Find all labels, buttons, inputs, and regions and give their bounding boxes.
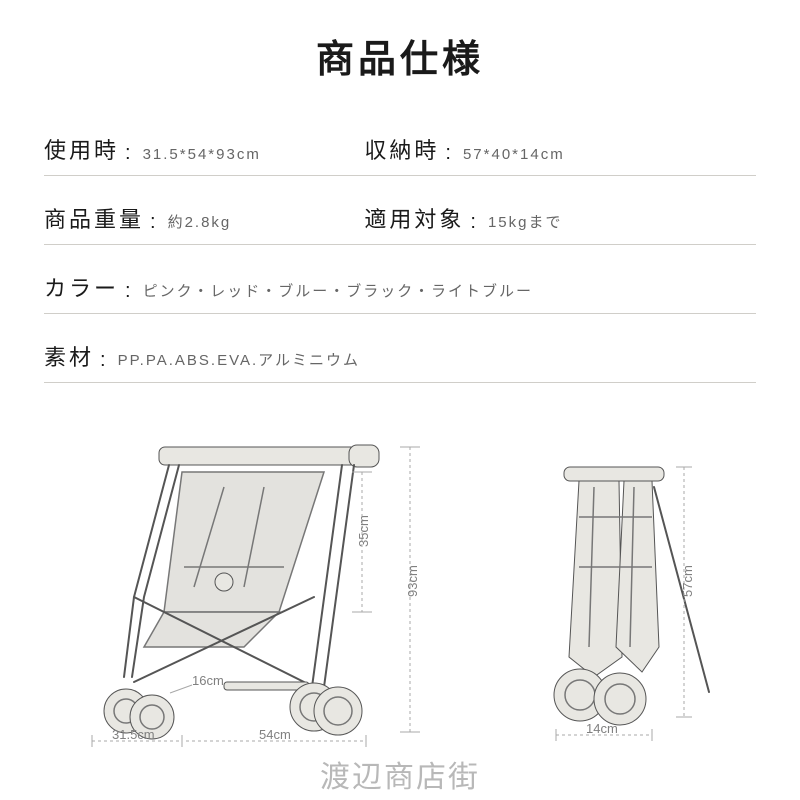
spec-row: 素材 : PP.PA.ABS.EVA.アルミニウム: [44, 340, 756, 383]
spec-table: 使用時 : 31.5*54*93cm 収納時 : 57*40*14cm 商品重量…: [44, 133, 756, 383]
stroller-folded-diagram: 57cm 14cm: [524, 447, 764, 747]
spec-cell-use: 使用時 : 31.5*54*93cm: [44, 133, 364, 165]
spec-cell-color: カラー : ピンク・レッド・ブルー・ブラック・ライトブルー: [44, 271, 756, 303]
spec-val: 約2.8kg: [168, 211, 232, 234]
dim-total-h: 93cm: [405, 565, 420, 597]
spec-cell-fold: 収納時 : 57*40*14cm: [364, 133, 756, 165]
dim-wheel: 16cm: [192, 673, 224, 688]
spec-key: カラー: [44, 271, 119, 303]
dim-seat-h: 35cm: [356, 515, 371, 547]
spec-cell-weight: 商品重量 : 約2.8kg: [44, 202, 364, 234]
spec-key: 収納時: [364, 133, 439, 165]
stroller-open-diagram: 35cm 93cm 16cm 31.5cm 54cm: [74, 427, 494, 747]
colon: :: [125, 280, 131, 303]
spec-key: 適用対象: [364, 202, 464, 234]
dim-fold-h: 57cm: [680, 565, 695, 597]
spec-val: 31.5*54*93cm: [143, 146, 261, 165]
spec-val: 57*40*14cm: [463, 146, 565, 165]
dim-depth: 54cm: [259, 727, 291, 742]
spec-key: 使用時: [44, 133, 119, 165]
spec-val: ピンク・レッド・ブルー・ブラック・ライトブルー: [143, 280, 533, 303]
spec-row: 商品重量 : 約2.8kg 適用対象 : 15kgまで: [44, 202, 756, 245]
page: 商品仕様 使用時 : 31.5*54*93cm 収納時 : 57*40*14cm…: [0, 0, 800, 800]
figures: 35cm 93cm 16cm 31.5cm 54cm: [44, 407, 756, 767]
spec-row: カラー : ピンク・レッド・ブルー・ブラック・ライトブルー: [44, 271, 756, 314]
spec-cell-material: 素材 : PP.PA.ABS.EVA.アルミニウム: [44, 340, 756, 372]
colon: :: [150, 211, 156, 234]
spec-val: PP.PA.ABS.EVA.アルミニウム: [118, 349, 360, 372]
spec-key: 商品重量: [44, 202, 144, 234]
spec-key: 素材: [44, 340, 94, 372]
spec-cell-target: 適用対象 : 15kgまで: [364, 202, 756, 234]
colon: :: [125, 142, 131, 165]
page-title: 商品仕様: [44, 28, 756, 83]
colon: :: [445, 142, 451, 165]
watermark: 渡辺商店街: [320, 752, 480, 796]
colon: :: [470, 211, 476, 234]
dim-fold-w: 14cm: [586, 721, 618, 736]
spec-row: 使用時 : 31.5*54*93cm 収納時 : 57*40*14cm: [44, 133, 756, 176]
dim-front: 31.5cm: [112, 727, 155, 742]
colon: :: [100, 349, 106, 372]
spec-val: 15kgまで: [488, 211, 563, 234]
